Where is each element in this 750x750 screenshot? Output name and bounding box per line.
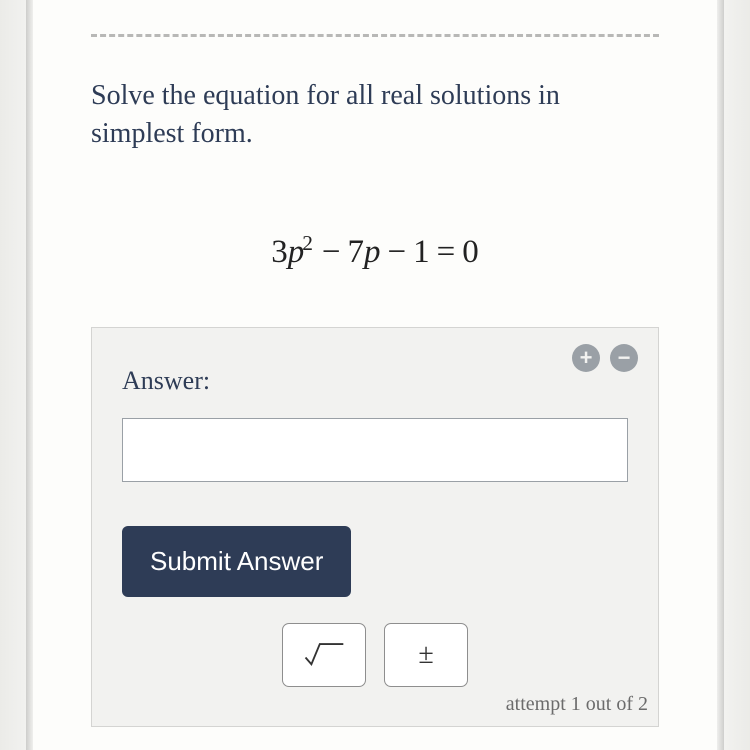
answer-controls: + − xyxy=(572,344,638,372)
eq-const1: 1 xyxy=(413,234,430,270)
math-tools: ± xyxy=(122,623,628,687)
section-divider xyxy=(91,34,659,37)
eq-exponent: 2 xyxy=(302,231,313,255)
answer-label: Answer: xyxy=(122,366,628,396)
answer-container: + − Answer: Submit Answer ± attempt 1 ou… xyxy=(91,327,659,727)
equation-display: 3p2−7p−1=0 xyxy=(91,231,659,271)
sqrt-icon xyxy=(303,640,345,670)
eq-var2: p xyxy=(364,234,381,270)
plus-minus-tool-button[interactable]: ± xyxy=(384,623,468,687)
eq-op1: − xyxy=(322,234,341,270)
question-prompt: Solve the equation for all real solution… xyxy=(91,77,659,153)
attempt-counter: attempt 1 out of 2 xyxy=(122,693,648,716)
add-answer-icon[interactable]: + xyxy=(572,344,600,372)
eq-op2: − xyxy=(388,234,407,270)
remove-answer-icon[interactable]: − xyxy=(610,344,638,372)
page-shadow-right xyxy=(716,0,724,750)
answer-input[interactable] xyxy=(122,418,628,482)
sqrt-tool-button[interactable] xyxy=(282,623,366,687)
plus-minus-icon: ± xyxy=(418,639,433,671)
eq-coef1: 3 xyxy=(271,234,288,270)
page-container: Solve the equation for all real solution… xyxy=(33,0,717,750)
eq-equals: = xyxy=(437,234,456,270)
eq-coef2: 7 xyxy=(348,234,365,270)
eq-rhs: 0 xyxy=(462,234,479,270)
submit-answer-button[interactable]: Submit Answer xyxy=(122,526,351,597)
